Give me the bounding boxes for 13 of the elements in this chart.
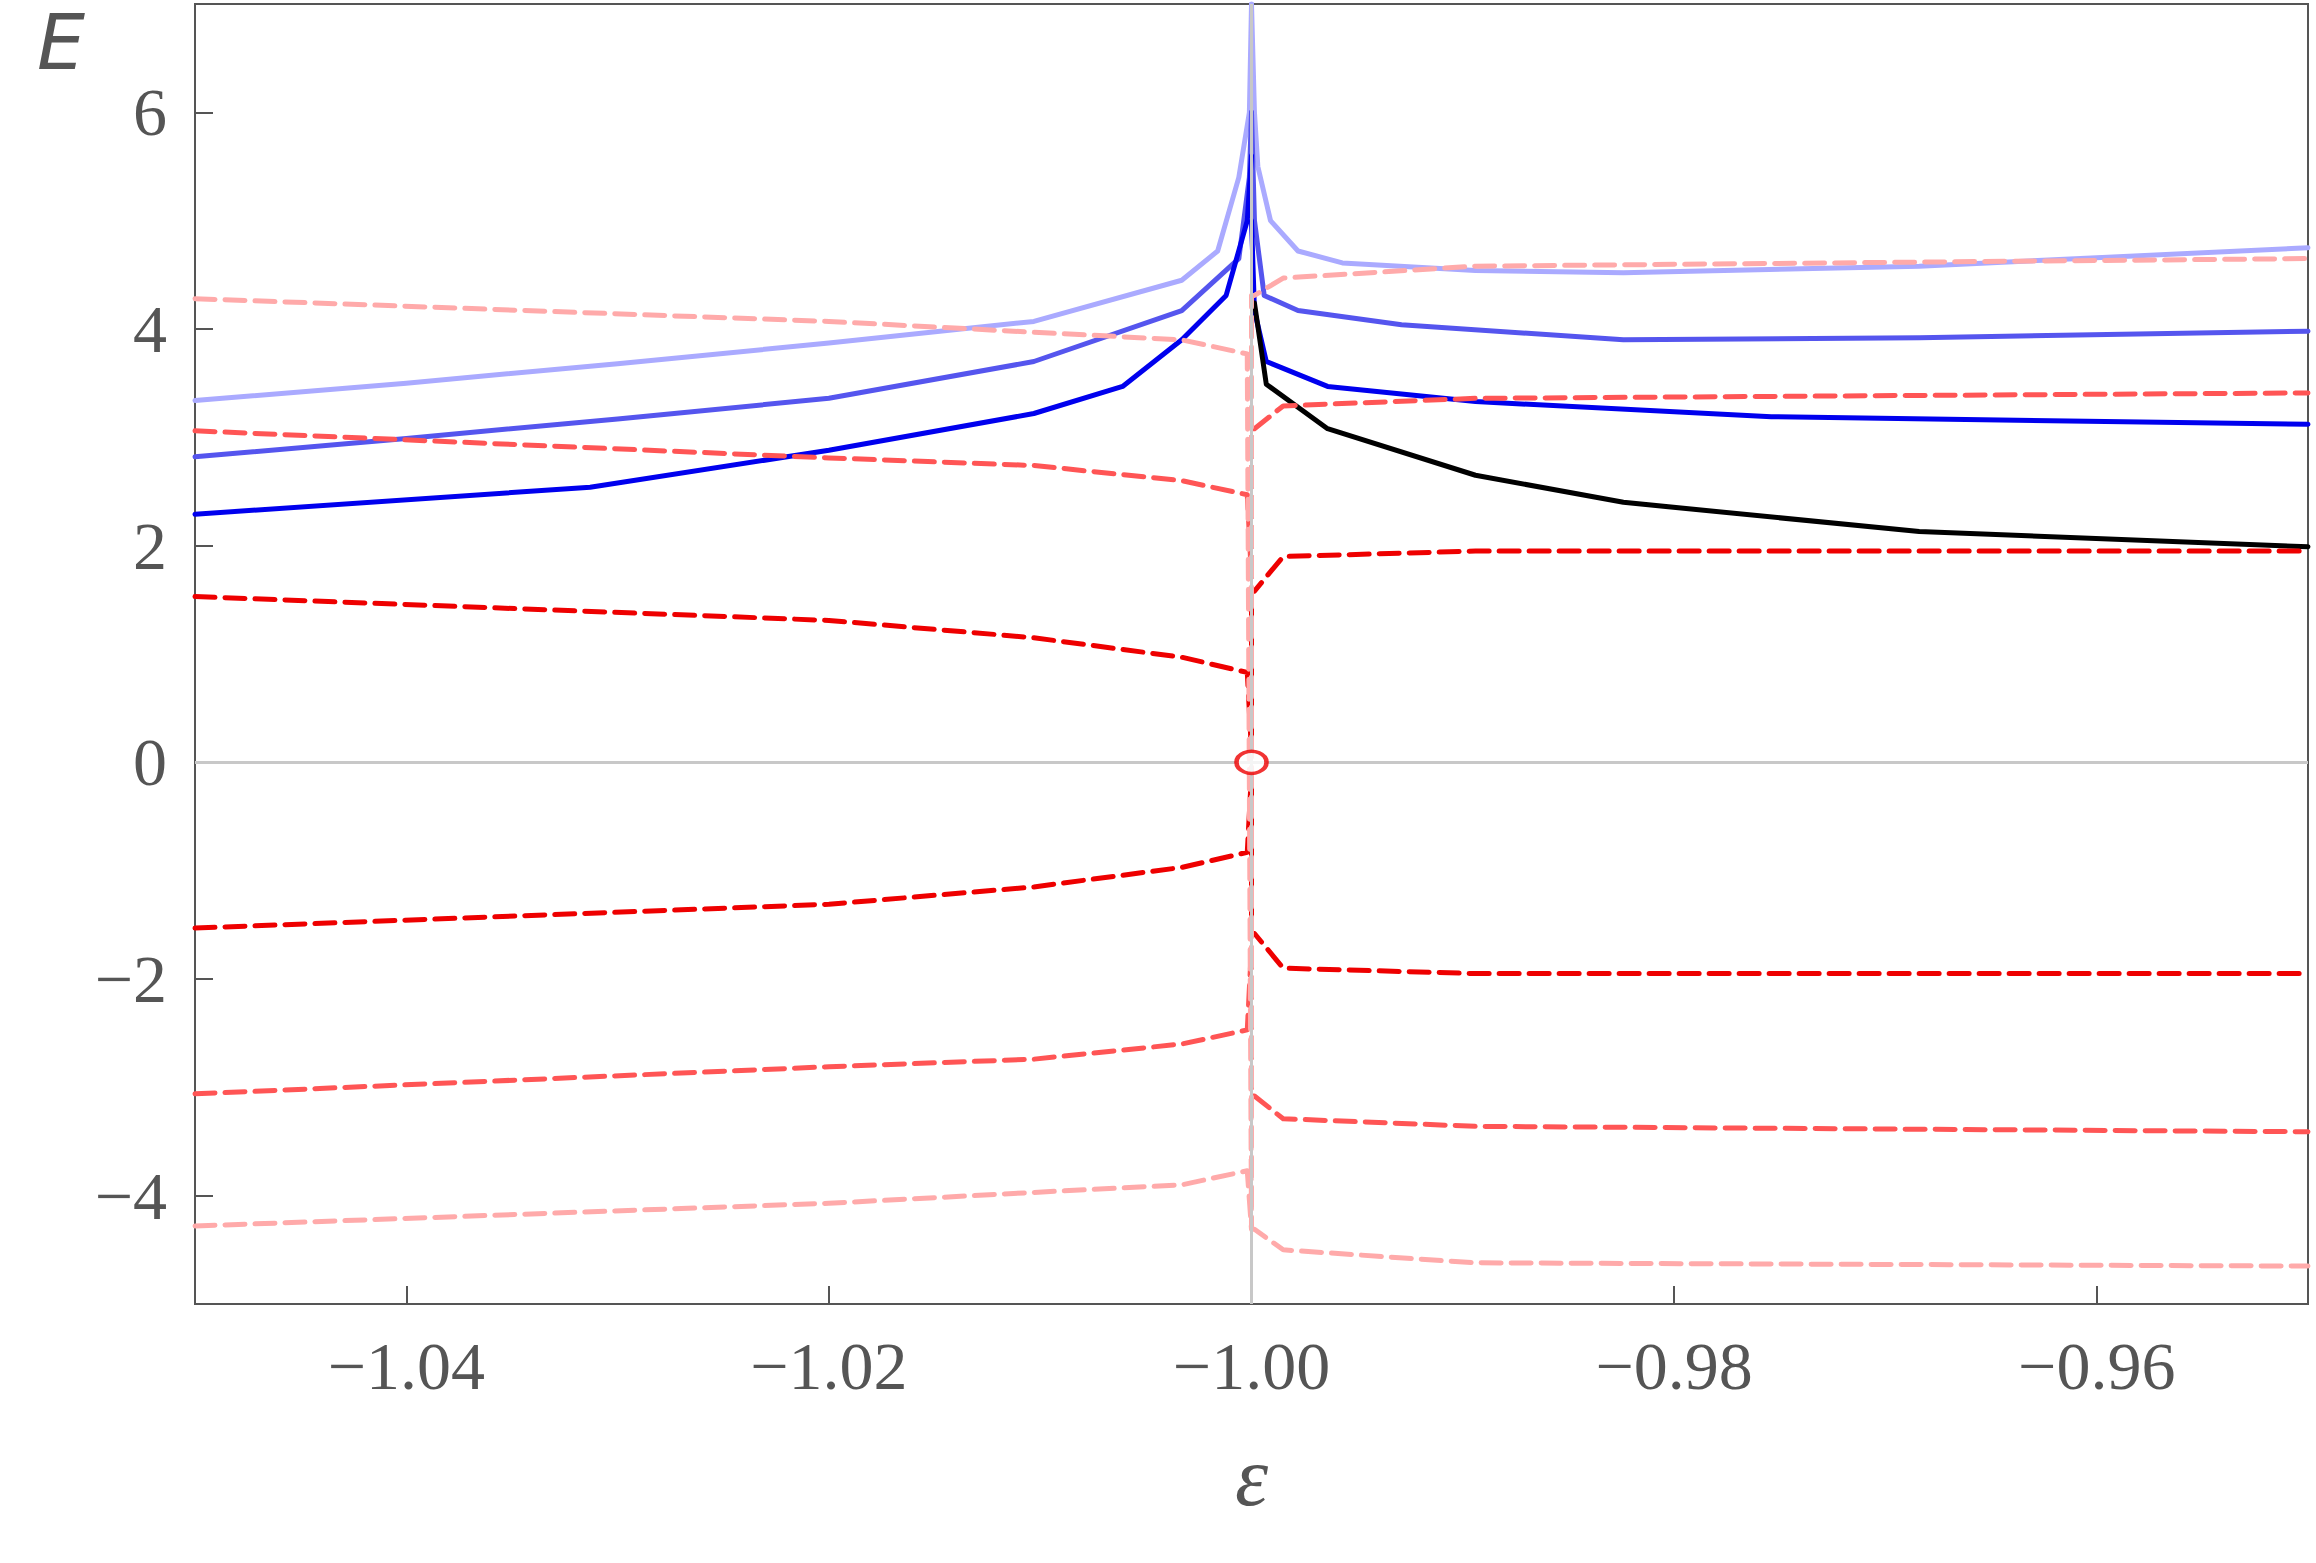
y-tick-label: 0 [133,724,167,801]
y-tick-label: 4 [133,291,167,367]
x-tick-label: −0.96 [2018,1328,2176,1404]
x-tick-label: −1.04 [327,1328,485,1404]
x-tick-label: −1.02 [750,1328,908,1404]
y-tick-label: 6 [133,74,167,151]
x-tick-label: −1.00 [1172,1328,1331,1404]
y-tick-label: 2 [133,507,167,584]
x-axis-title: ε [1234,1429,1269,1523]
y-axis-title: E [36,0,85,87]
x-tick-label: −0.98 [1595,1328,1753,1404]
y-tick-label: −2 [94,941,167,1017]
y-tick-label: −4 [94,1157,167,1234]
